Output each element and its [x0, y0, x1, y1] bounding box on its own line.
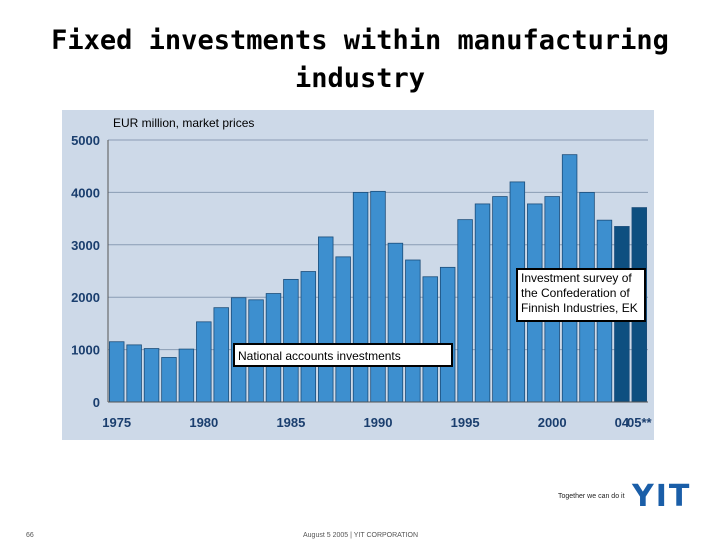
bar-1980: [196, 321, 212, 403]
bar-1987: [318, 236, 334, 403]
y-tick-label: 5000: [71, 133, 100, 148]
x-tick-label: 1990: [364, 415, 393, 430]
yit-logo: YIT: [632, 479, 692, 514]
x-tick-label: 1980: [189, 415, 218, 430]
bar-1975: [108, 341, 125, 403]
annotation-ek-survey: Investment survey of the Confederation o…: [516, 268, 646, 322]
company-slogan: Together we can do it: [558, 493, 625, 500]
bar-1981: [213, 307, 229, 403]
y-tick-label: 0: [93, 395, 100, 410]
bar-1986: [300, 271, 317, 403]
bar-1988: [335, 256, 351, 403]
bar-1997: [492, 196, 508, 403]
footer-text: August 5 2005 | YIT CORPORATION: [303, 532, 419, 539]
bar-1995: [457, 219, 473, 403]
bar-1994: [439, 266, 456, 403]
bar-1978: [161, 357, 177, 403]
bar-1996: [474, 203, 491, 403]
y-tick-label: 3000: [71, 238, 100, 253]
y-tick-label: 1000: [71, 343, 100, 358]
bar-1993: [422, 276, 438, 403]
bar-1990: [370, 190, 386, 403]
bar-1976: [126, 344, 142, 403]
x-tick-label: 05**: [627, 415, 653, 430]
y-tick-label: 4000: [71, 185, 100, 200]
y-tick-label: 2000: [71, 290, 100, 305]
bar-1992: [405, 259, 421, 403]
x-tick-label: 1975: [102, 415, 131, 430]
y-axis: 0 1000 2000 3000 4000 5000: [71, 133, 100, 410]
x-tick-label: 04: [615, 415, 630, 430]
x-tick-label: 1985: [276, 415, 305, 430]
bar-1985: [283, 278, 299, 403]
annotation-national-accounts: National accounts investments: [233, 343, 453, 367]
x-tick-label: 2000: [538, 415, 567, 430]
page-number: 66: [26, 532, 34, 539]
bar-1979: [178, 348, 195, 403]
bar-1977: [143, 348, 160, 403]
y-axis-unit-label: EUR million, market prices: [113, 116, 255, 130]
bar-1991: [387, 242, 404, 403]
x-tick-label: 1995: [451, 415, 480, 430]
bar-1989: [352, 191, 369, 403]
page-title: Fixed investments within manufacturing i…: [51, 25, 669, 94]
